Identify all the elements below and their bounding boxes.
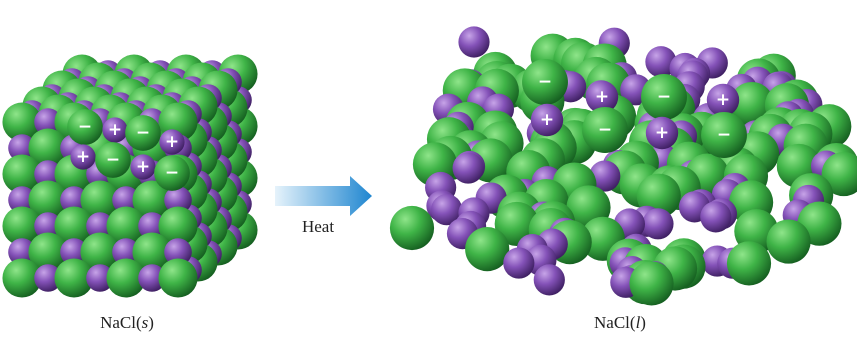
ion-charge: +	[716, 90, 730, 110]
liquid-melt: − + − + + − + −	[390, 26, 857, 305]
sodium-ion	[453, 152, 484, 183]
chloride-ion	[390, 206, 434, 250]
ion-charge: +	[108, 120, 122, 140]
ion-charge: −	[538, 72, 552, 92]
ion-charge: +	[655, 123, 669, 143]
liquid-caption: NaCl(l)	[594, 313, 646, 332]
caption-part: )	[640, 313, 646, 332]
chloride-ion	[629, 261, 673, 305]
caption-part: )	[148, 313, 154, 332]
chloride-ion	[465, 227, 509, 271]
solid-crystal: −+−++−+−	[2, 54, 257, 297]
ion-charge: −	[717, 125, 731, 145]
ion-charge: +	[540, 110, 554, 130]
arrow	[275, 176, 372, 216]
solid-caption: NaCl(s)	[100, 313, 154, 332]
caption-part: NaCl(	[100, 313, 142, 332]
sodium-ion	[534, 264, 565, 295]
chloride-ion	[727, 241, 771, 285]
diagram: −+−++−+− −+−++−+− Heat NaCl(s) NaCl(l)	[0, 0, 857, 337]
caption-part: NaCl(	[594, 313, 636, 332]
ion-charge: −	[106, 150, 120, 170]
ion-charge: −	[657, 87, 671, 107]
ion-charge: −	[165, 163, 179, 183]
ion-charge: +	[136, 157, 150, 177]
arrow-label: Heat	[302, 217, 334, 236]
ion-charge: −	[78, 117, 92, 137]
ion-charge: −	[598, 120, 612, 140]
chloride-ion	[158, 258, 197, 297]
sodium-ion	[700, 201, 731, 232]
ion-charge: +	[76, 147, 90, 167]
ion-charge: −	[136, 123, 150, 143]
heat-arrow: Heat	[275, 176, 372, 236]
sodium-ion	[642, 208, 673, 239]
ion-charge: +	[595, 87, 609, 107]
sodium-ion	[503, 247, 534, 278]
ion-charge: +	[165, 132, 179, 152]
sodium-ion	[458, 26, 489, 57]
chloride-ion	[766, 219, 810, 263]
